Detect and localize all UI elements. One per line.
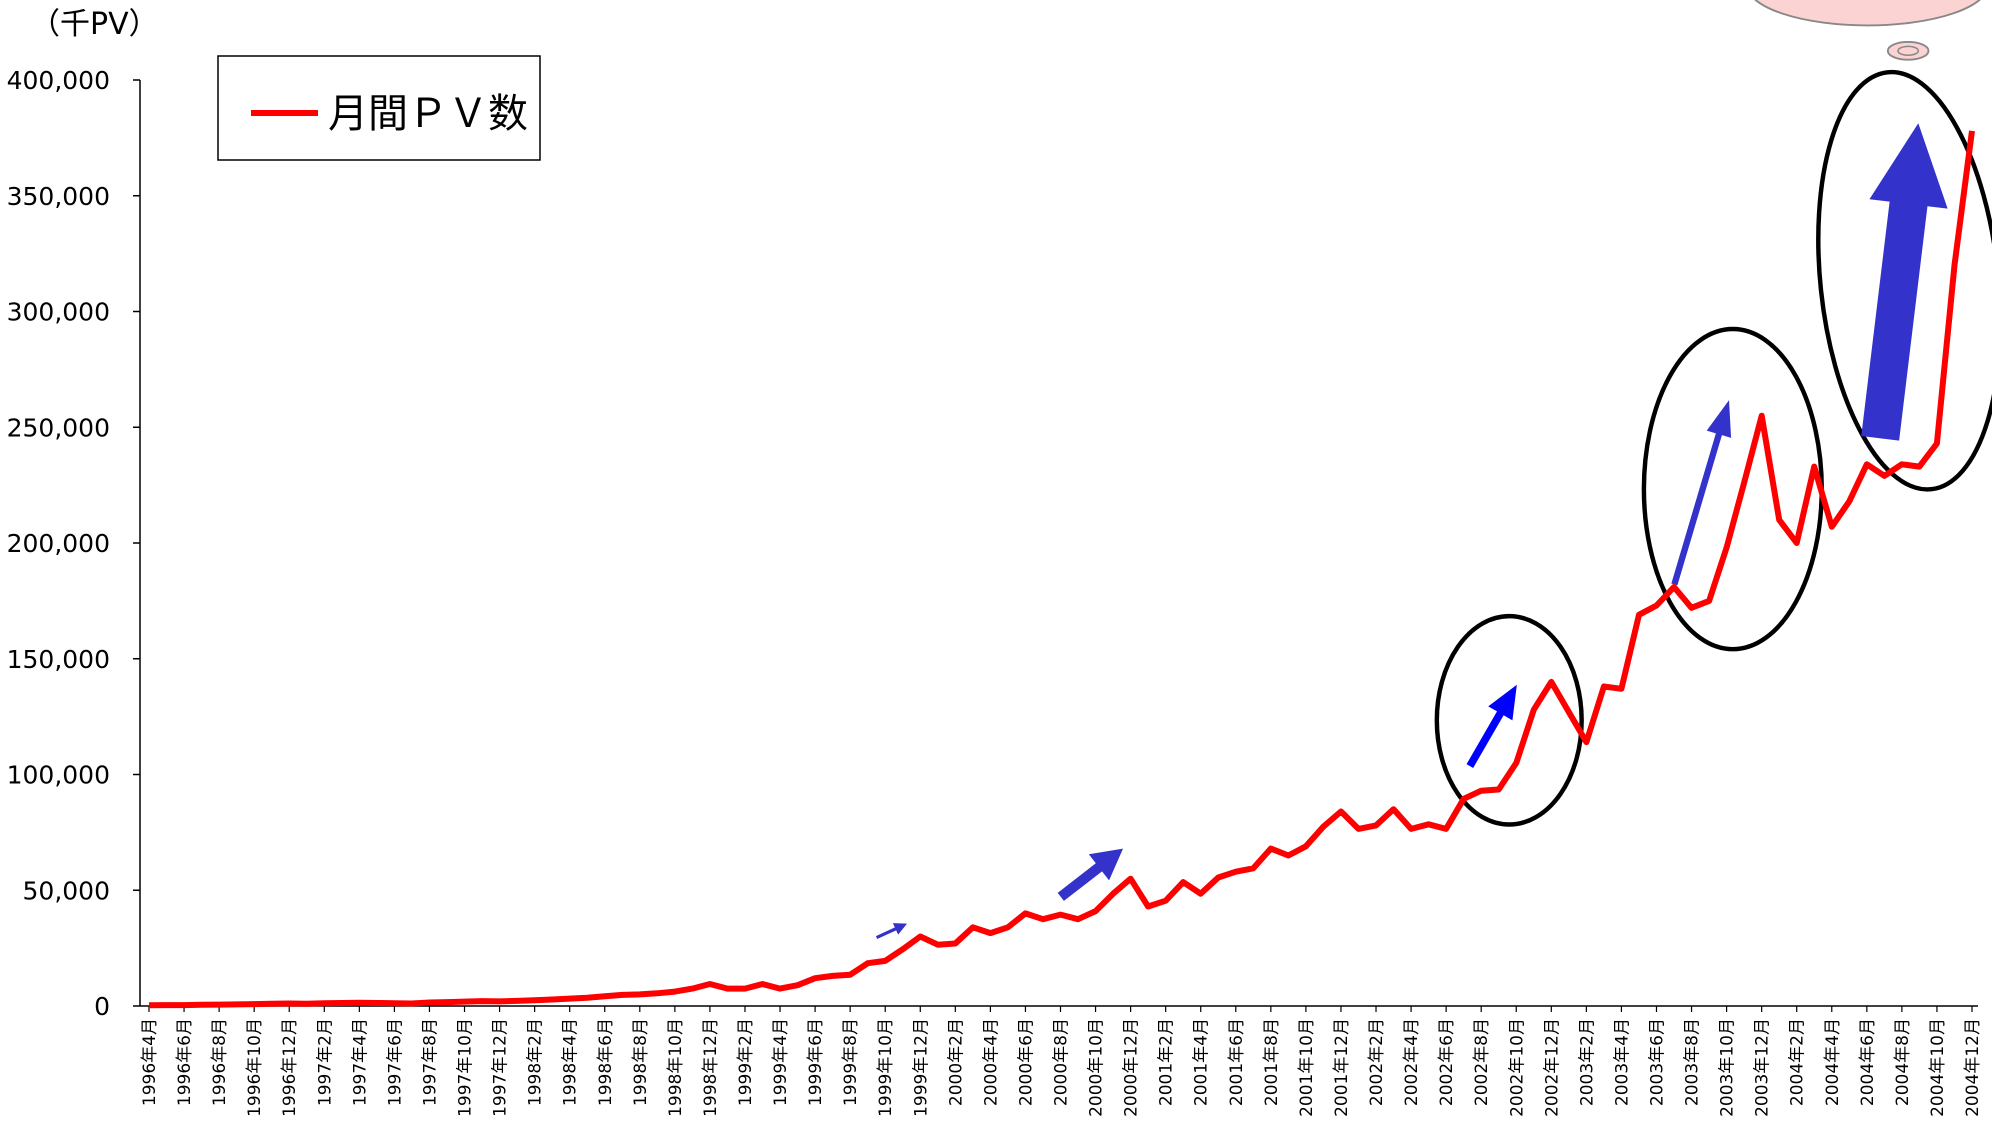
x-tick-label: 1996年12月 (280, 1018, 300, 1117)
x-tick-label: 2001年8月 (1262, 1018, 1282, 1106)
x-tick-label: 2004年12月 (1963, 1018, 1983, 1117)
x-tick-label: 2002年2月 (1367, 1018, 1387, 1106)
x-tick-label: 1998年6月 (596, 1018, 616, 1106)
x-tick-label: 2000年2月 (946, 1018, 966, 1106)
x-tick-label: 2002年4月 (1402, 1018, 1422, 1106)
x-tick-label: 2003年4月 (1612, 1018, 1632, 1106)
x-tick-label: 2001年10月 (1297, 1018, 1317, 1117)
trend-arrow (1861, 123, 1948, 441)
trend-arrow (1466, 684, 1517, 768)
trend-arrow (1057, 848, 1124, 901)
unit-label: （千PV） (30, 7, 159, 42)
series-line (148, 130, 1975, 1009)
x-tick-label: 2001年12月 (1332, 1018, 1352, 1117)
x-tick-label: 2004年10月 (1928, 1018, 1948, 1117)
x-tick-label: 2002年10月 (1507, 1018, 1527, 1117)
y-tick-label: 0 (94, 992, 110, 1021)
x-tick-label: 1998年8月 (631, 1018, 651, 1106)
x-tick-label: 2002年6月 (1437, 1018, 1457, 1106)
y-tick-label: 200,000 (7, 529, 110, 558)
x-tick-label: 2004年6月 (1858, 1018, 1878, 1106)
x-tick-label: 2000年10月 (1087, 1018, 1107, 1117)
x-tick-label: 2004年8月 (1893, 1018, 1913, 1106)
x-tick-label: 1998年4月 (561, 1018, 581, 1106)
cloud (1754, 0, 1981, 27)
x-tick-label: 2000年8月 (1052, 1018, 1072, 1106)
x-tick-label: 2002年12月 (1542, 1018, 1562, 1117)
highlight-ellipse (1816, 69, 1992, 492)
cloud-bubble (1886, 40, 1930, 61)
x-tick-label: 1998年2月 (526, 1018, 546, 1106)
x-tick-label: 1996年4月 (140, 1018, 160, 1106)
x-tick-label: 2003年8月 (1683, 1018, 1703, 1106)
legend-label: 月間ＰＶ数 (328, 91, 528, 137)
x-tick-label: 1998年10月 (666, 1018, 686, 1117)
y-tick-label: 250,000 (7, 413, 110, 442)
highlight-ellipse (1641, 326, 1824, 652)
x-tick-label: 1996年6月 (175, 1018, 195, 1106)
x-tick-label: 2001年2月 (1157, 1018, 1177, 1106)
x-tick-label: 1997年12月 (491, 1018, 511, 1117)
x-tick-label: 2003年12月 (1753, 1018, 1773, 1117)
x-tick-label: 2003年6月 (1647, 1018, 1667, 1106)
x-tick-label: 1997年2月 (315, 1018, 335, 1106)
x-tick-label: 1999年4月 (771, 1018, 791, 1106)
legend: 月間ＰＶ数 (217, 55, 541, 161)
y-tick-label: 50,000 (23, 876, 110, 905)
x-tick-label: 1999年6月 (806, 1018, 826, 1106)
x-tick-label: 1997年8月 (420, 1018, 440, 1106)
trend-arrow (875, 923, 908, 939)
x-tick-label: 1996年8月 (210, 1018, 230, 1106)
y-tick-label: 400,000 (7, 66, 110, 95)
x-tick-label: 1996年10月 (245, 1018, 265, 1117)
x-tick-label: 1999年12月 (911, 1018, 931, 1117)
annotations (875, 0, 1992, 939)
x-tick-label: 2000年12月 (1122, 1018, 1142, 1117)
highlight-ellipse (1434, 613, 1584, 827)
x-tick-label: 2001年6月 (1227, 1018, 1247, 1106)
x-tick-label: 2004年4月 (1823, 1018, 1843, 1106)
y-tick-label: 100,000 (7, 761, 110, 790)
x-tick-label: 1997年10月 (456, 1018, 476, 1117)
x-tick-label: 1999年2月 (736, 1018, 756, 1106)
y-tick-label: 350,000 (7, 182, 110, 211)
x-tick-label: 2003年10月 (1718, 1018, 1738, 1117)
x-tick-label: 1997年4月 (350, 1018, 370, 1106)
x-tick-label: 1999年8月 (841, 1018, 861, 1106)
x-tick-label: 2003年2月 (1577, 1018, 1597, 1106)
x-tick-label: 2001年4月 (1192, 1018, 1212, 1106)
x-tick-label: 2000年6月 (1016, 1018, 1036, 1106)
x-tick-label: 1997年6月 (385, 1018, 405, 1106)
y-tick-label: 150,000 (7, 645, 110, 674)
legend-box (217, 55, 541, 161)
x-tick-label: 1998年12月 (701, 1018, 721, 1117)
x-tick-label: 1999年10月 (876, 1018, 896, 1117)
trend-arrow (1671, 400, 1732, 586)
y-tick-label: 300,000 (7, 298, 110, 327)
cloud-bubble (1897, 45, 1920, 57)
x-tick-label: 2000年4月 (981, 1018, 1001, 1106)
x-tick-label: 2002年8月 (1472, 1018, 1492, 1106)
x-tick-label: 2004年2月 (1788, 1018, 1808, 1106)
